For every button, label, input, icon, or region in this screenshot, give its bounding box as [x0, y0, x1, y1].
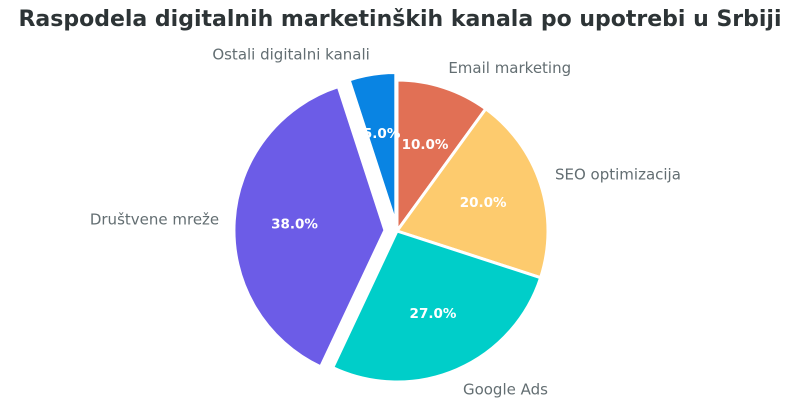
percent-labels-group: 10.0% 20.0% 27.0% 38.0% 5.0% [271, 126, 507, 322]
pie-slice [330, 229, 543, 384]
slice-label: Ostali digitalni kanali [212, 45, 370, 63]
slice-label: Društvene mreže [90, 210, 219, 228]
slices-group [232, 71, 550, 384]
chart-title: Raspodela digitalnih marketinških kanala… [18, 7, 781, 32]
pie-slice [395, 78, 488, 236]
slice-label: Google Ads [463, 381, 548, 399]
slice-percent-label: 5.0% [363, 126, 401, 142]
pie-slice [232, 84, 387, 369]
pie-slice [347, 71, 398, 225]
outer-labels-group: Email marketing SEO optimizacija Google Ad… [90, 45, 681, 398]
slice-percent-label: 20.0% [460, 195, 507, 211]
slice-percent-label: 27.0% [410, 306, 457, 322]
slice-percent-label: 38.0% [271, 217, 318, 233]
pie-slice [394, 106, 550, 280]
slice-label: Email marketing [448, 59, 571, 77]
slice-label: SEO optimizacija [555, 166, 681, 184]
slice-percent-label: 10.0% [402, 137, 449, 153]
